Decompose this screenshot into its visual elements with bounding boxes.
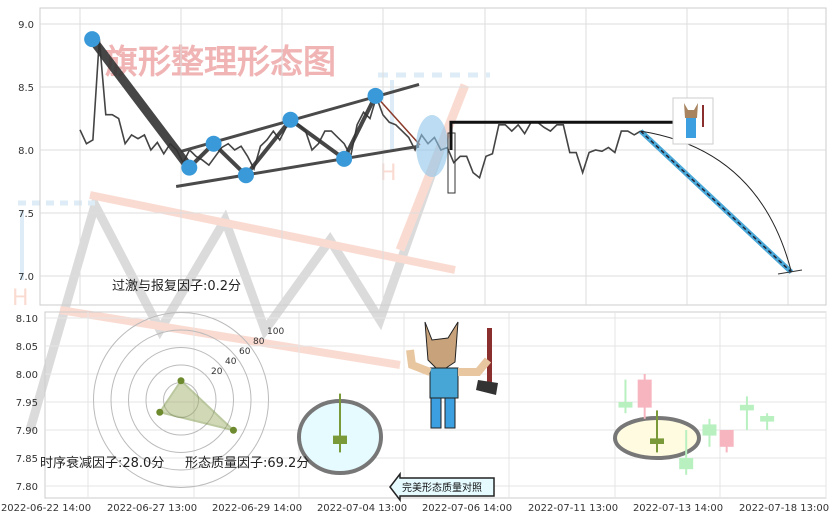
- pivot-point: [181, 159, 198, 176]
- candle-body: [760, 416, 775, 422]
- pivot-segment: [289, 118, 346, 161]
- candle-body: [702, 424, 717, 436]
- projection-arc: [640, 130, 792, 273]
- radar-ring: [128, 347, 234, 453]
- radar-point: [229, 426, 237, 434]
- candle-body: [333, 435, 347, 444]
- compare-label-arrow: 完美形态质量对照: [389, 471, 495, 503]
- top-price-chart: 9.0 8.5 8.0 7.5 7.0: [18, 7, 827, 306]
- radar-ring-label: 100: [267, 327, 284, 337]
- x-tick-label: 2022-07-18 13:00: [739, 503, 829, 514]
- background-watermark-figure: H H: [12, 72, 490, 432]
- candle-body: [650, 438, 664, 444]
- radar-point: [177, 377, 185, 385]
- breakout-segment: [374, 94, 421, 146]
- pivot-segment: [244, 118, 293, 177]
- pivot-segment: [342, 94, 378, 160]
- mascot-thumbnail-figure: [684, 103, 704, 138]
- compare-label: 完美形态质量对照: [402, 481, 482, 494]
- top-plot-frame: [39, 7, 827, 306]
- breakout-highlight: [416, 115, 448, 177]
- pivot-segment: [88, 36, 193, 171]
- dog-mascot-image: [406, 321, 498, 429]
- radar-point: [156, 408, 164, 416]
- pivot-point: [84, 31, 101, 48]
- candle-body: [739, 404, 754, 411]
- svg-text:H: H: [12, 286, 29, 311]
- pivot-point: [237, 167, 254, 184]
- y-tick-label: 7.90: [16, 426, 38, 437]
- pivot-point: [336, 150, 353, 167]
- radar-ring-label: 20: [211, 367, 223, 377]
- candle-body: [719, 430, 734, 447]
- y-tick-label: 7.80: [16, 482, 38, 493]
- radar-ring-label: 40: [225, 357, 237, 367]
- radar-ring: [110, 329, 252, 471]
- pivot-point: [282, 111, 299, 128]
- y-tick-label: 8.05: [16, 342, 38, 353]
- radar-ring: [145, 364, 217, 436]
- radar-ring: [93, 312, 269, 488]
- x-tick-label: 2022-06-29 14:00: [212, 503, 302, 514]
- factor-label-time-decay: 时序衰减因子:28.0分: [40, 455, 164, 471]
- y-tick-label: 8.00: [16, 370, 38, 381]
- resistance-line: [449, 120, 674, 150]
- x-tick-label: 2022-07-04 13:00: [317, 503, 407, 514]
- radar-ring-label: 80: [253, 337, 265, 347]
- lower-trendline: [175, 144, 420, 189]
- x-tick-label: 2022-06-22 14:00: [1, 503, 91, 514]
- x-tick-label: 2022-06-27 13:00: [107, 503, 197, 514]
- x-tick-label: 2022-07-13 14:00: [633, 503, 723, 514]
- candle-body: [637, 379, 652, 408]
- radar-polygon: [158, 379, 237, 433]
- svg-text:H: H: [380, 161, 397, 186]
- projection-line: [638, 129, 794, 275]
- watermark-title: 旗形整理形态图: [105, 42, 336, 81]
- x-tick-label: 2022-07-11 13:00: [528, 503, 618, 514]
- bottom-candle-chart: 8.10 8.05 8.00 7.95 7.90 7.85 7.80 2022-06-22 1…: [1, 311, 829, 514]
- candle-body: [618, 402, 633, 408]
- y-tick-label: 9.0: [18, 20, 34, 31]
- y-tick-label: 8.0: [18, 146, 34, 157]
- x-tick-label: 2022-07-06 14:00: [422, 503, 512, 514]
- radar-ring-label: 60: [239, 347, 251, 357]
- pivot-point: [205, 135, 222, 152]
- y-tick-label: 8.5: [18, 83, 34, 94]
- y-tick-label: 7.5: [18, 209, 34, 220]
- y-tick-label: 7.95: [16, 398, 38, 409]
- candle-body: [679, 458, 694, 470]
- pivot-point: [367, 87, 384, 104]
- factor-label-pattern-quality: 形态质量因子:69.2分: [185, 456, 309, 471]
- y-tick-label: 7.0: [18, 272, 34, 283]
- y-tick-label: 7.85: [16, 454, 38, 465]
- target-tick: [777, 269, 803, 275]
- y-tick-label: 8.10: [16, 314, 38, 325]
- factor-label-overreaction: 过激与报复因子:0.2分: [112, 279, 241, 294]
